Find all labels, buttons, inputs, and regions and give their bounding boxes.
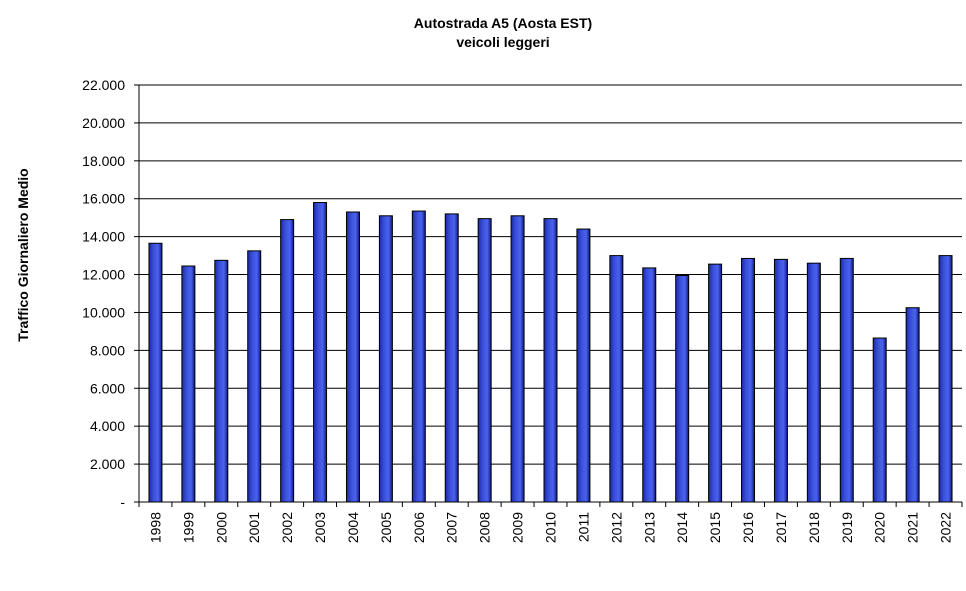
y-tick-label: 16.000 [82,191,125,207]
bar-2016 [741,257,756,503]
bar-2014 [675,274,690,503]
bar-2004 [345,211,360,503]
bar-2015 [708,263,723,503]
y-tick-label: 4.000 [90,418,125,434]
y-tick-label: 14.000 [82,229,125,245]
x-tick-label: 2006 [411,512,427,543]
y-tick-label: 6.000 [90,380,125,396]
x-tick-label: 2005 [378,512,394,543]
x-tick-label: 2021 [905,512,921,543]
y-tick-label: 22.000 [82,77,125,93]
x-tick-label: 2014 [674,512,690,543]
x-tick-label: 2015 [707,512,723,543]
bar-2000 [214,259,229,503]
x-tick-label: 2013 [641,512,657,543]
bar-2001 [247,250,262,503]
y-tick-label: - [120,494,125,510]
x-tick-label: 2000 [213,512,229,543]
x-tick-label: 1998 [147,512,163,543]
x-tick-label: 2018 [806,512,822,543]
bar-2010 [543,218,558,503]
y-tick-label: 2.000 [90,456,125,472]
x-tick-label: 2017 [773,512,789,543]
x-tick-label: 2012 [608,512,624,543]
x-tick-label: 2020 [872,512,888,543]
bar-2011 [576,228,591,503]
x-tick-label: 2004 [345,512,361,543]
x-tick-label: 2008 [477,512,493,543]
bar-2006 [411,210,426,503]
bar-2003 [313,202,328,503]
bar-2005 [378,215,393,503]
x-tick-label: 2002 [279,512,295,543]
y-tick-labels: - 2.000 4.000 6.000 8.000 10.000 12.000 14.000 1… [82,77,125,510]
bar-2013 [642,267,657,503]
y-tick-label: 18.000 [82,153,125,169]
x-tick-label: 2011 [575,512,591,542]
bar-2002 [280,219,295,503]
x-tick-labels: 1998 1999 2000 2001 2002 2003 2004 2005 2006 2007… [147,512,953,543]
bar-2007 [444,213,459,503]
x-tick-label: 2016 [740,512,756,543]
y-tick-label: 12.000 [82,267,125,283]
x-tick-label: 2003 [312,512,328,543]
bar-2012 [609,255,624,503]
x-tick-label: 2007 [444,512,460,543]
bar-2021 [905,307,920,503]
bar-2018 [806,262,821,503]
bar-1999 [181,265,196,503]
x-tick-label: 1999 [180,512,196,543]
x-tick-label: 2009 [510,512,526,543]
bars [148,202,953,503]
y-axis-label: Traffico Giornaliero Medio [15,168,31,341]
bar-2008 [477,218,492,503]
x-tick-label: 2010 [543,512,559,543]
y-tick-label: 10.000 [82,304,125,320]
axes [138,85,963,507]
x-tick-label: 2019 [839,512,855,543]
bar-2009 [510,215,525,503]
y-tick-label: 8.000 [90,342,125,358]
x-tick-label: 2001 [246,512,262,543]
bar-2019 [839,257,854,503]
bar-2020 [872,337,887,503]
bar-2017 [773,258,788,503]
bar-2022 [938,255,953,503]
bar-1998 [148,242,163,503]
chart-subtitle: veicoli leggeri [456,34,549,50]
y-tick-label: 20.000 [82,115,125,131]
x-tick-label: 2022 [938,512,954,543]
chart-title: Autostrada A5 (Aosta EST) [414,15,592,31]
